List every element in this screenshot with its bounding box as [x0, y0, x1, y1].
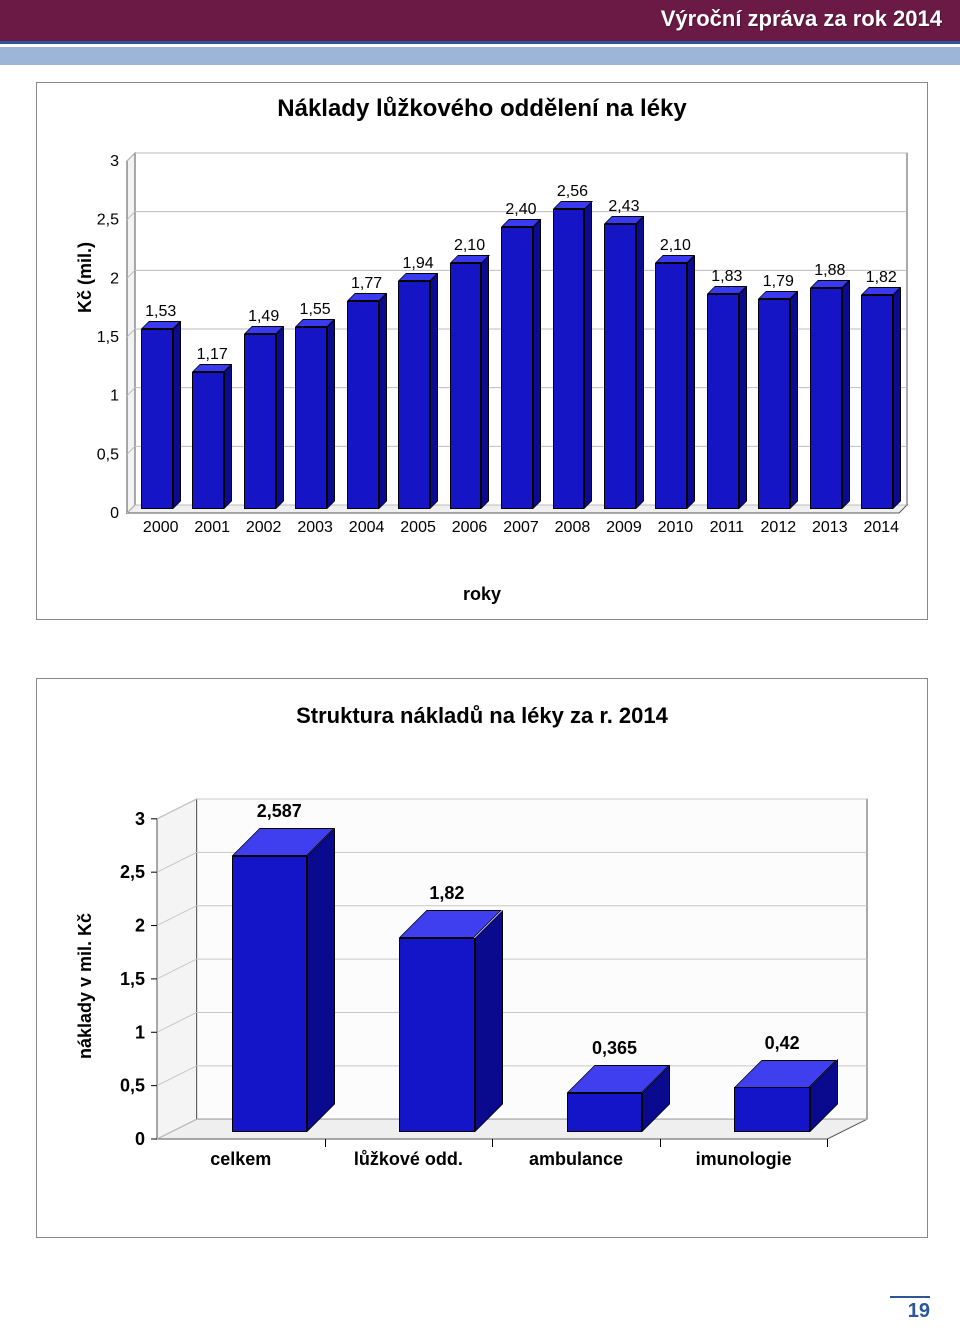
svg-text:0,5: 0,5 — [120, 1076, 145, 1096]
data-label: 1,79 — [756, 273, 800, 291]
x-tick-label: 2011 — [703, 519, 751, 537]
bar — [734, 1087, 809, 1132]
bar — [758, 299, 790, 509]
data-label: 2,10 — [653, 237, 697, 255]
header-sub-bar — [0, 47, 960, 65]
chart2-title: Struktura nákladů na léky za r. 2014 — [37, 703, 927, 729]
x-tick-label: 2008 — [549, 519, 597, 537]
data-label: 2,40 — [499, 201, 543, 219]
data-label: 1,49 — [242, 308, 286, 326]
x-tick-label: 2012 — [754, 519, 802, 537]
data-label: 1,53 — [139, 303, 183, 321]
x-tick-label: 2013 — [806, 519, 854, 537]
bar — [192, 372, 224, 509]
svg-text:0: 0 — [110, 505, 119, 522]
chart1-plot-area: 00,511,522,53 1,532000 1,172001 1,492002… — [127, 153, 907, 533]
chart1-title: Náklady lůžkového oddělení na léky — [37, 95, 927, 123]
x-tick-label: celkem — [157, 1149, 325, 1170]
x-tick-label: 2007 — [497, 519, 545, 537]
bar — [810, 288, 842, 509]
svg-text:1,5: 1,5 — [120, 969, 145, 989]
chart2-y-axis-label: náklady v mil. Kč — [75, 913, 96, 1059]
data-label: 0,365 — [557, 1038, 672, 1059]
svg-text:3: 3 — [110, 153, 119, 170]
data-label: 1,82 — [389, 883, 504, 904]
x-tick-label: 2010 — [651, 519, 699, 537]
x-tick-label: lůžkové odd. — [325, 1149, 493, 1170]
data-label: 0,42 — [724, 1033, 839, 1054]
x-tick-label: 2009 — [600, 519, 648, 537]
bar — [450, 263, 482, 509]
data-label: 2,10 — [448, 237, 492, 255]
bar — [244, 334, 276, 509]
chart2-plot-area: 00,511,522,53náklady v mil. Kč 2,587celk… — [97, 769, 887, 1199]
svg-text:2,5: 2,5 — [120, 862, 145, 882]
x-tick-label: 2003 — [291, 519, 339, 537]
page-number: 19 — [890, 1296, 930, 1323]
svg-text:0,5: 0,5 — [97, 446, 119, 463]
x-tick-label: imunologie — [660, 1149, 828, 1170]
chart1-y-axis-label: Kč (mil.) — [75, 242, 96, 313]
svg-text:1: 1 — [110, 388, 119, 405]
chart1-x-axis-label: roky — [37, 584, 927, 605]
report-header: Výroční zpráva za rok 2014 — [0, 0, 960, 44]
svg-text:1: 1 — [135, 1022, 145, 1042]
bar — [398, 281, 430, 509]
data-label: 1,77 — [345, 275, 389, 293]
bar — [707, 294, 739, 509]
data-label: 1,83 — [705, 268, 749, 286]
bar — [501, 227, 533, 509]
svg-text:0: 0 — [135, 1129, 145, 1149]
data-label: 2,56 — [551, 183, 595, 201]
bar — [861, 295, 893, 509]
data-label: 2,43 — [602, 198, 646, 216]
x-tick-label: 2005 — [394, 519, 442, 537]
svg-text:3: 3 — [135, 809, 145, 829]
svg-text:2,5: 2,5 — [97, 212, 119, 229]
bar — [141, 329, 173, 509]
report-title: Výroční zpráva za rok 2014 — [661, 6, 942, 32]
data-label: 1,55 — [293, 301, 337, 319]
x-tick-label: 2006 — [446, 519, 494, 537]
bar — [553, 209, 585, 509]
x-tick-label: 2002 — [240, 519, 288, 537]
bar — [567, 1093, 642, 1132]
svg-text:2: 2 — [110, 270, 119, 287]
x-tick-label: ambulance — [492, 1149, 660, 1170]
x-tick-label: 2014 — [857, 519, 905, 537]
bar — [295, 327, 327, 509]
bar — [232, 856, 307, 1132]
bar — [604, 224, 636, 509]
bar — [399, 938, 474, 1132]
x-tick-label: 2004 — [343, 519, 391, 537]
data-label: 1,17 — [190, 346, 234, 364]
data-label: 1,88 — [808, 262, 852, 280]
chart-panel-costs-by-year: Náklady lůžkového oddělení na léky Kč (m… — [36, 82, 928, 620]
chart-panel-cost-structure: Struktura nákladů na léky za r. 2014 0 0,… — [36, 678, 928, 1238]
x-tick-label: 2001 — [188, 519, 236, 537]
x-tick-label: 2000 — [137, 519, 185, 537]
data-label: 2,587 — [222, 801, 337, 822]
svg-text:2: 2 — [135, 916, 145, 936]
data-label: 1,82 — [859, 269, 903, 287]
bar — [347, 301, 379, 509]
data-label: 1,94 — [396, 255, 440, 273]
svg-text:1,5: 1,5 — [97, 329, 119, 346]
bar — [655, 263, 687, 509]
